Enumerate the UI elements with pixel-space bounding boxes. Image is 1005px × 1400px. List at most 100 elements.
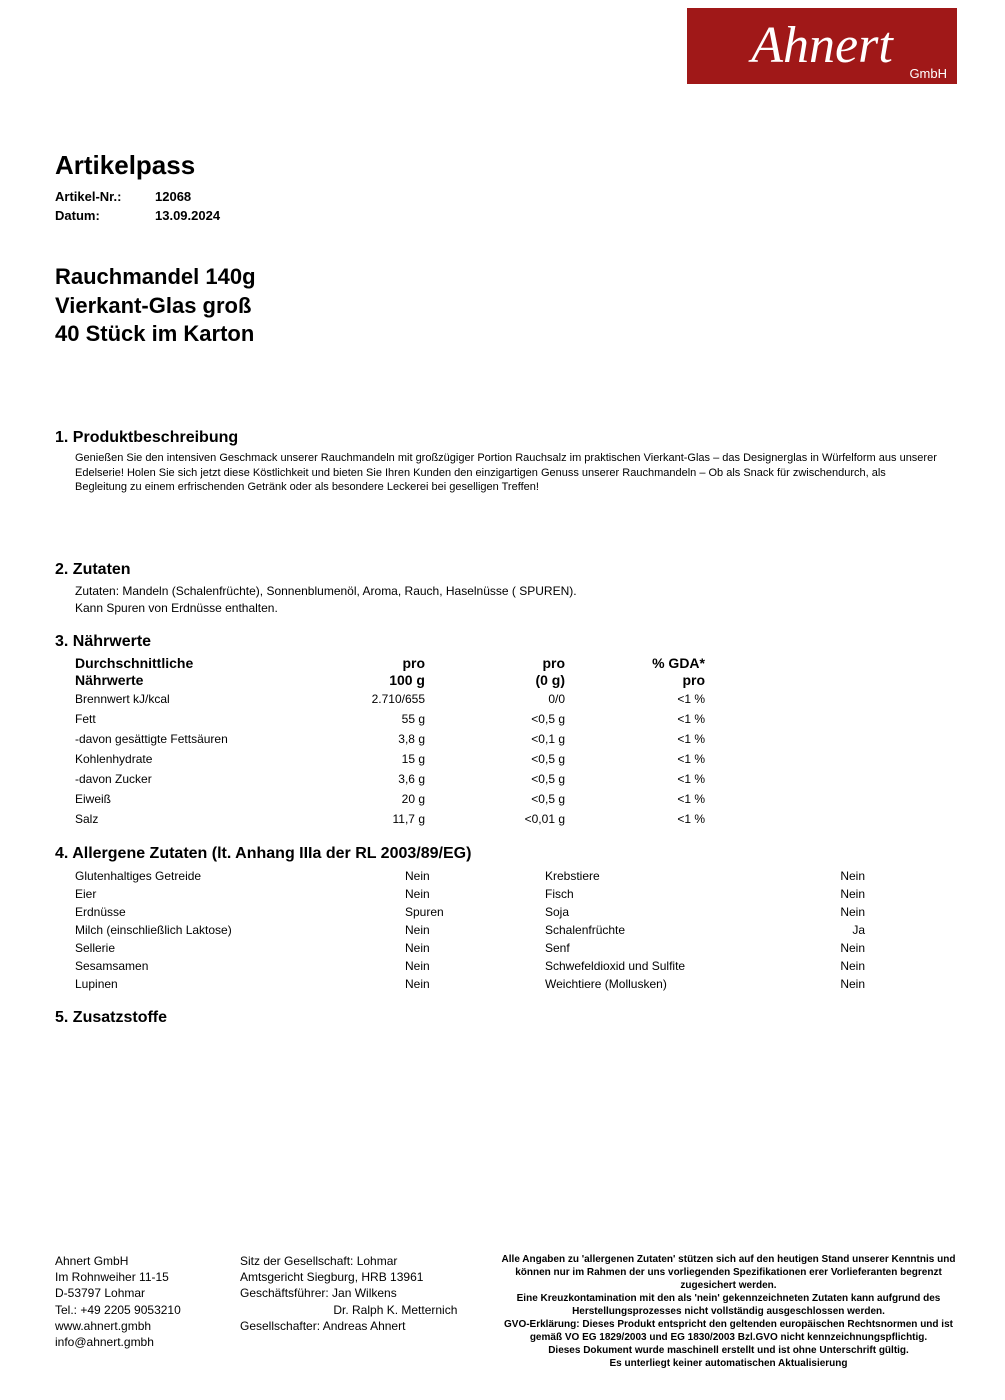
footer-line: www.ahnert.gmbh [55,1318,220,1334]
nut-per-portion: 0/0 [425,692,565,706]
allergen-row: Milch (einschließlich Laktose)NeinSchale… [75,921,950,939]
allergen-right-value: Nein [805,977,865,991]
nut-h2b: 100 g [295,672,425,689]
section-5-heading: 5. Zusatzstoffe [55,1009,950,1027]
ingredients-line2: Kann Spuren von Erdnüsse enthalten. [55,600,950,617]
allergen-right-value: Nein [805,887,865,901]
allergen-row: SesamsamenNeinSchwefeldioxid und Sulfite… [75,957,950,975]
footer-line: Ahnert GmbH [55,1253,220,1269]
nut-name: Salz [75,812,295,826]
meta-date: Datum: 13.09.2024 [55,208,950,223]
allergen-row: LupinenNeinWeichtiere (Mollusken)Nein [75,975,950,993]
footer-line: Geschäftsführer: Jan Wilkens [240,1285,480,1301]
nut-per100: 11,7 g [295,812,425,826]
nut-h4a: % GDA* [565,655,705,672]
nut-gda: <1 % [565,732,705,746]
allergen-left-name: Lupinen [75,977,405,991]
nutrition-row: Salz11,7 g<0,01 g<1 % [75,809,950,829]
nutrition-row: -davon Zucker3,6 g<0,5 g<1 % [75,769,950,789]
footer: Ahnert GmbHIm Rohnweiher 11-15D-53797 Lo… [55,1253,957,1370]
allergen-right-name: Krebstiere [545,869,805,883]
nut-per-portion: <0,01 g [425,812,565,826]
allergen-right-name: Weichtiere (Mollusken) [545,977,805,991]
footer-line: D-53797 Lohmar [55,1285,220,1301]
allergen-left-value: Nein [405,869,545,883]
meta-label: Datum: [55,208,155,223]
section-3-heading: 3. Nährwerte [55,633,950,651]
footer-line: Amtsgericht Siegburg, HRB 13961 [240,1269,480,1285]
ingredients-line1: Zutaten: Mandeln (Schalenfrüchte), Sonne… [55,583,950,600]
allergen-left-value: Nein [405,977,545,991]
nut-per-portion: <0,1 g [425,732,565,746]
nut-gda: <1 % [565,792,705,806]
footer-company-address: Ahnert GmbHIm Rohnweiher 11-15D-53797 Lo… [55,1253,220,1370]
nut-per-portion: <0,5 g [425,772,565,786]
document-content: Artikelpass Artikel-Nr.: 12068 Datum: 13… [0,0,1005,1027]
section-1-heading: 1. Produktbeschreibung [55,429,950,447]
footer-line: Gesellschafter: Andreas Ahnert [240,1318,480,1334]
nut-name: -davon Zucker [75,772,295,786]
nut-per100: 15 g [295,752,425,766]
section-2-heading: 2. Zutaten [55,561,950,579]
nut-gda: <1 % [565,692,705,706]
footer-disclaimer-line: Eine Kreuzkontamination mit den als 'nei… [500,1292,957,1318]
nutrition-table: Durchschnittliche Nährwerte pro 100 g pr… [55,655,950,829]
allergen-left-name: Glutenhaltiges Getreide [75,869,405,883]
allergen-left-value: Spuren [405,905,545,919]
footer-line: Tel.: +49 2205 9053210 [55,1302,220,1318]
product-line1: Rauchmandel 140g [55,263,950,292]
page-title: Artikelpass [55,150,950,181]
section-4-heading: 4. Allergene Zutaten (lt. Anhang IIIa de… [55,845,950,863]
nut-per100: 55 g [295,712,425,726]
nut-h1a: Durchschnittliche [75,655,295,672]
allergen-left-value: Nein [405,887,545,901]
footer-disclaimer-line: Dieses Dokument wurde maschinell erstell… [500,1344,957,1357]
nutrition-row: Kohlenhydrate15 g<0,5 g<1 % [75,749,950,769]
allergen-left-name: Erdnüsse [75,905,405,919]
allergen-row: EierNeinFischNein [75,885,950,903]
allergen-left-name: Sellerie [75,941,405,955]
allergen-right-value: Ja [805,923,865,937]
allergen-row: ErdnüsseSpurenSojaNein [75,903,950,921]
nut-name: Brennwert kJ/kcal [75,692,295,706]
logo-subtext: GmbH [909,66,947,81]
nut-per-portion: <0,5 g [425,712,565,726]
nutrition-header: Durchschnittliche Nährwerte pro 100 g pr… [75,655,950,689]
nut-h4b: pro [565,672,705,689]
nutrition-row: -davon gesättigte Fettsäuren3,8 g<0,1 g<… [75,729,950,749]
allergen-left-value: Nein [405,923,545,937]
allergen-left-name: Milch (einschließlich Laktose) [75,923,405,937]
allergen-row: SellerieNeinSenfNein [75,939,950,957]
nut-per-portion: <0,5 g [425,752,565,766]
nut-h1b: Nährwerte [75,672,295,689]
nut-per100: 2.710/655 [295,692,425,706]
allergen-right-name: Fisch [545,887,805,901]
nut-name: -davon gesättigte Fettsäuren [75,732,295,746]
nutrition-row: Fett55 g<0,5 g<1 % [75,709,950,729]
allergen-right-name: Schwefeldioxid und Sulfite [545,959,805,973]
footer-line: Dr. Ralph K. Metternich [240,1302,480,1318]
product-line2: Vierkant-Glas groß [55,292,950,321]
allergen-left-name: Eier [75,887,405,901]
allergen-right-value: Nein [805,941,865,955]
footer-line: info@ahnert.gmbh [55,1334,220,1350]
allergen-right-value: Nein [805,869,865,883]
allergen-right-name: Soja [545,905,805,919]
nut-gda: <1 % [565,772,705,786]
nut-per100: 20 g [295,792,425,806]
nut-per100: 3,6 g [295,772,425,786]
nut-h3b: (0 g) [425,672,565,689]
nut-gda: <1 % [565,752,705,766]
nut-name: Eiweiß [75,792,295,806]
nut-h3a: pro [425,655,565,672]
nutrition-row: Brennwert kJ/kcal2.710/6550/0<1 % [75,689,950,709]
allergen-right-value: Nein [805,959,865,973]
nut-gda: <1 % [565,712,705,726]
nut-h2a: pro [295,655,425,672]
footer-disclaimer-line: GVO-Erklärung: Dieses Produkt entspricht… [500,1318,957,1344]
allergen-right-name: Senf [545,941,805,955]
footer-line: Sitz der Gesellschaft: Lohmar [240,1253,480,1269]
footer-legal: Sitz der Gesellschaft: LohmarAmtsgericht… [240,1253,480,1370]
nutrition-row: Eiweiß20 g<0,5 g<1 % [75,789,950,809]
meta-article-nr: Artikel-Nr.: 12068 [55,189,950,204]
